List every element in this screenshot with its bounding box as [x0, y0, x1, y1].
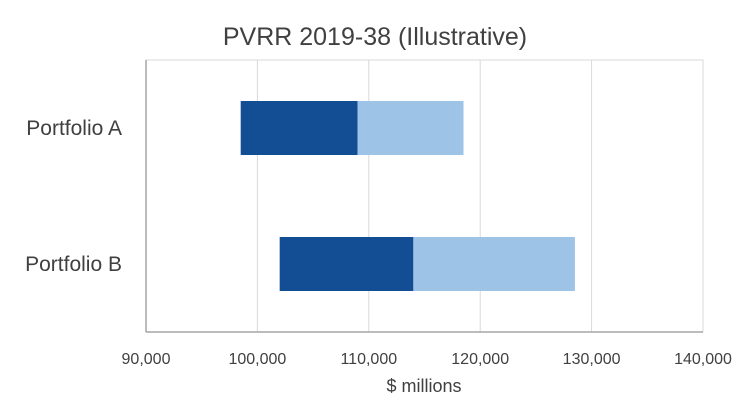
x-tick-label: 120,000 — [451, 351, 509, 368]
bar-segment-dark — [279, 237, 414, 291]
x-tick-label: 90,000 — [122, 351, 171, 368]
x-tick-label: 140,000 — [674, 351, 732, 368]
chart-title: PVRR 2019-38 (Illustrative) — [223, 23, 527, 51]
x-tick-label: 130,000 — [563, 351, 621, 368]
plot-area — [145, 59, 704, 333]
x-tick-labels: 90,000 100,000 110,000 120,000 130,000 140,00… — [122, 351, 732, 368]
bar-segment-dark — [240, 101, 358, 155]
category-labels: Portfolio A Portfolio B — [25, 117, 122, 276]
category-label: Portfolio B — [25, 253, 122, 276]
bar-segment-light — [357, 101, 464, 155]
bars — [240, 101, 575, 291]
x-axis-label: $ millions — [386, 376, 461, 396]
x-tick-label: 110,000 — [340, 351, 397, 368]
category-label: Portfolio A — [26, 117, 122, 140]
gridlines — [256, 60, 593, 332]
x-tick-label: 100,000 — [228, 351, 286, 368]
bar-segment-light — [413, 237, 575, 291]
